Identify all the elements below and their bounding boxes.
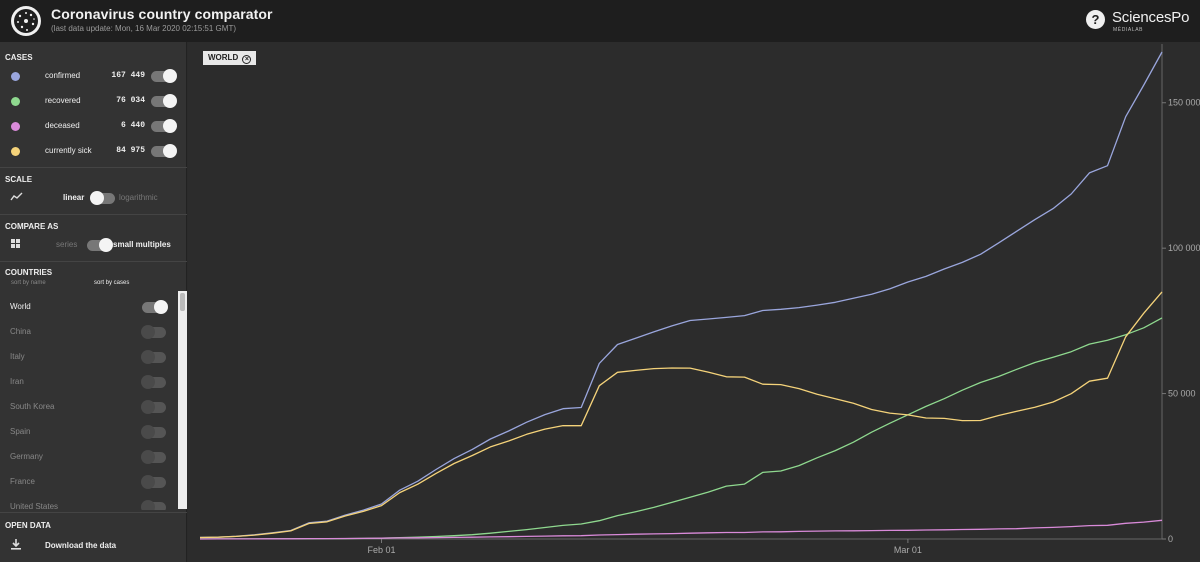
deceased-toggle[interactable] <box>151 119 177 133</box>
case-value: 76 034 <box>116 96 145 105</box>
y-tick-label: 50 000 <box>1168 389 1196 399</box>
case-label: deceased <box>45 121 80 130</box>
country-toggle[interactable] <box>141 500 166 510</box>
open-data-section-title: OPEN DATA <box>5 521 51 530</box>
countries-section-title: COUNTRIES <box>5 268 53 277</box>
countries-list: World China Italy Iran South Korea Spain <box>0 292 178 510</box>
country-label: Italy <box>10 352 25 361</box>
compare-toggle[interactable] <box>87 238 113 252</box>
world-tag-label: WORLD <box>208 53 239 62</box>
country-label: United States <box>10 502 59 510</box>
case-row-confirmed: confirmed 167 449 <box>0 68 187 84</box>
sort-by-name-button[interactable]: sort by name <box>11 280 46 286</box>
y-tick-label: 0 <box>1168 534 1173 544</box>
currently-sick-color-dot <box>11 147 20 156</box>
x-tick-label: Mar 01 <box>894 545 922 555</box>
country-item-france[interactable]: France <box>0 474 178 490</box>
close-circle-icon[interactable]: × <box>242 55 252 64</box>
recovered-toggle[interactable] <box>151 94 177 108</box>
virus-logo-icon <box>11 6 41 36</box>
country-item-united-states[interactable]: United States <box>0 499 178 510</box>
x-tick-label: Feb 01 <box>367 545 395 555</box>
country-toggle[interactable] <box>141 375 166 389</box>
country-toggle[interactable] <box>141 400 166 414</box>
country-toggle[interactable] <box>141 325 166 339</box>
country-item-china[interactable]: China <box>0 324 178 340</box>
app-title: Coronavirus country comparator <box>51 6 273 22</box>
confirmed-toggle[interactable] <box>151 69 177 83</box>
country-item-iran[interactable]: Iran <box>0 374 178 390</box>
case-row-recovered: recovered 76 034 <box>0 93 187 109</box>
series-option[interactable]: series <box>56 240 78 249</box>
y-tick-label: 100 000 <box>1168 243 1200 253</box>
country-item-spain[interactable]: Spain <box>0 424 178 440</box>
series-line-deceased <box>199 519 1163 540</box>
case-row-deceased: deceased 6 440 <box>0 118 187 134</box>
divider <box>0 167 187 168</box>
series-line-confirmed <box>199 51 1163 539</box>
country-item-italy[interactable]: Italy <box>0 349 178 365</box>
deceased-color-dot <box>11 122 20 131</box>
scrollbar-thumb[interactable] <box>180 293 185 311</box>
country-toggle[interactable] <box>141 475 166 489</box>
country-label: South Korea <box>10 402 55 411</box>
confirmed-color-dot <box>11 72 20 81</box>
chart-svg: Feb 01 Mar 01 0 50 000 100 000 150 000 <box>199 44 1200 555</box>
last-update-text: (last data update: Mon, 16 Mar 2020 02:1… <box>51 24 236 33</box>
country-label: China <box>10 327 31 336</box>
case-label: confirmed <box>45 71 81 80</box>
country-item-germany[interactable]: Germany <box>0 449 178 465</box>
compare-section-title: COMPARE AS <box>5 222 59 231</box>
divider <box>0 261 187 262</box>
country-label: France <box>10 477 35 486</box>
country-toggle[interactable] <box>141 450 166 464</box>
scale-section-title: SCALE <box>5 175 33 184</box>
series-line-recovered <box>200 317 1163 540</box>
small-multiples-option[interactable]: small multiples <box>113 240 171 249</box>
country-item-world[interactable]: World <box>0 299 178 315</box>
sort-by-cases-button[interactable]: sort by cases <box>94 280 130 286</box>
country-label: Iran <box>10 377 24 386</box>
help-button[interactable]: ? <box>1086 10 1105 29</box>
recovered-color-dot <box>11 97 20 106</box>
linear-option[interactable]: linear <box>63 193 85 202</box>
countries-scrollbar[interactable] <box>178 291 187 509</box>
y-tick-label: 150 000 <box>1168 98 1200 108</box>
trend-icon <box>10 192 23 201</box>
chart-panel: Feb 01 Mar 01 0 50 000 100 000 150 000 <box>188 42 1200 562</box>
divider <box>0 214 187 215</box>
country-toggle[interactable] <box>141 350 166 364</box>
case-value: 84 975 <box>116 146 145 155</box>
case-row-currently-sick: currently sick 84 975 <box>0 143 187 159</box>
case-value: 6 440 <box>120 121 145 130</box>
cases-section-title: CASES <box>5 53 33 62</box>
currently-sick-toggle[interactable] <box>151 144 177 158</box>
sidebar: CASES confirmed 167 449 recovered 76 034… <box>0 42 187 562</box>
country-label: Spain <box>10 427 31 436</box>
case-label: currently sick <box>45 146 92 155</box>
grid-icon <box>11 239 20 248</box>
country-item-south-korea[interactable]: South Korea <box>0 399 178 415</box>
scale-toggle[interactable] <box>90 191 115 205</box>
series-line-currently-sick <box>199 291 1163 539</box>
header-bar: Coronavirus country comparator (last dat… <box>0 0 1200 42</box>
country-label: World <box>10 302 31 311</box>
world-chart-tag[interactable]: WORLD × <box>203 51 257 65</box>
country-toggle[interactable] <box>141 425 166 439</box>
download-icon[interactable] <box>11 539 21 550</box>
sciencespo-brand[interactable]: SciencesPo <box>1112 9 1190 26</box>
case-label: recovered <box>45 96 81 105</box>
medialab-brand: MÉDIALAB <box>1113 27 1144 33</box>
divider <box>0 512 187 513</box>
country-toggle[interactable] <box>142 300 168 314</box>
country-label: Germany <box>10 452 43 461</box>
case-value: 167 449 <box>111 71 145 80</box>
download-data-link[interactable]: Download the data <box>45 541 117 550</box>
logarithmic-option[interactable]: logarithmic <box>119 193 158 202</box>
